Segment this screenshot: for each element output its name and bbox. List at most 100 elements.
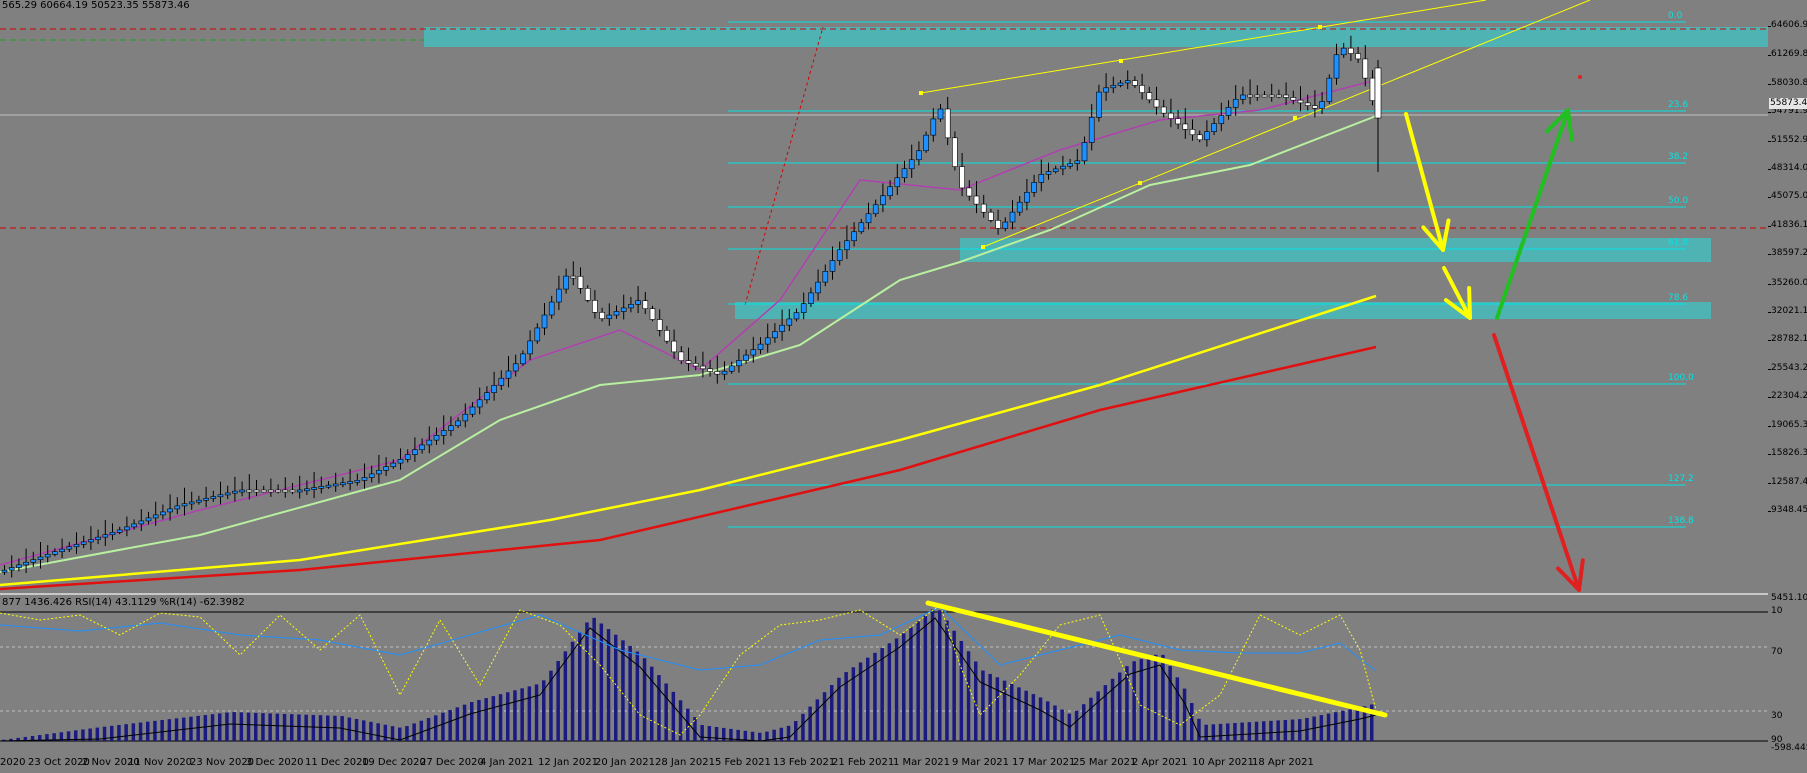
candle-body bbox=[1052, 168, 1059, 172]
candle-body bbox=[1074, 160, 1081, 164]
histogram-bar bbox=[304, 714, 308, 741]
time-axis-label: 17 Mar 2021 bbox=[1012, 757, 1076, 768]
histogram-bar bbox=[1002, 680, 1007, 741]
arrow-shaft bbox=[1404, 112, 1445, 252]
candle-body bbox=[743, 354, 749, 361]
histogram-bar bbox=[239, 712, 244, 741]
candle-body bbox=[88, 539, 94, 543]
histogram-bar bbox=[952, 630, 956, 741]
histogram-bar bbox=[1312, 716, 1316, 741]
divergence-line bbox=[925, 600, 1388, 718]
histogram-bar bbox=[160, 720, 164, 741]
time-axis[interactable] bbox=[0, 755, 1807, 773]
arrow-shaft bbox=[1495, 108, 1570, 320]
histogram-bar bbox=[1334, 712, 1338, 741]
candle-body bbox=[880, 195, 886, 206]
histogram-bar bbox=[412, 723, 416, 741]
current-price-label: 55873.46 bbox=[1769, 97, 1807, 109]
histogram-bar bbox=[124, 724, 128, 741]
candle-body bbox=[80, 541, 87, 545]
histogram-bar bbox=[866, 657, 870, 741]
histogram-bar bbox=[347, 717, 352, 741]
candle-body bbox=[656, 319, 663, 331]
histogram-bar bbox=[578, 632, 582, 741]
histogram-bar bbox=[1038, 697, 1043, 741]
histogram-bar bbox=[916, 621, 920, 741]
candle-body bbox=[448, 425, 454, 431]
main-price-panel[interactable] bbox=[0, 0, 1768, 593]
indicator-chart[interactable] bbox=[0, 595, 1768, 755]
histogram-bar bbox=[117, 725, 121, 741]
histogram-bar bbox=[146, 721, 150, 741]
price-axis-tick bbox=[1768, 140, 1771, 142]
candle-body bbox=[829, 260, 836, 272]
candle-body bbox=[556, 288, 562, 303]
candle-body bbox=[736, 360, 742, 367]
histogram-bar bbox=[1175, 677, 1180, 741]
histogram-bar bbox=[844, 672, 848, 741]
histogram-bar bbox=[966, 651, 971, 741]
histogram-bar bbox=[1362, 706, 1367, 741]
histogram-bar bbox=[246, 712, 251, 741]
fib-level-label: 38.2 bbox=[1668, 152, 1689, 162]
candle-body bbox=[469, 406, 476, 415]
histogram-bar bbox=[311, 714, 316, 741]
indicator-panel[interactable] bbox=[0, 595, 1768, 755]
candle-body bbox=[786, 318, 793, 326]
histogram-bar bbox=[628, 645, 632, 741]
price-axis-label: 41836.1 bbox=[1771, 219, 1807, 230]
panel-separator[interactable] bbox=[0, 593, 1807, 595]
candle-body bbox=[203, 498, 209, 501]
candle-body bbox=[1218, 115, 1225, 124]
histogram-bar bbox=[102, 726, 107, 741]
candle-body bbox=[1333, 54, 1340, 79]
histogram-bar bbox=[290, 714, 294, 741]
price-axis-tick bbox=[1768, 368, 1771, 370]
histogram-bar bbox=[81, 729, 85, 741]
histogram-bar bbox=[938, 610, 942, 741]
candle-body bbox=[512, 363, 519, 372]
time-axis-label: 19 Dec 2020 bbox=[362, 757, 426, 768]
candle-body bbox=[1312, 105, 1318, 109]
candle-body bbox=[246, 489, 253, 493]
candle-body bbox=[1304, 102, 1311, 106]
price-axis-label: 64606.9 bbox=[1771, 20, 1807, 30]
candle-body bbox=[1067, 163, 1073, 167]
fib-baseline bbox=[744, 26, 824, 306]
candle-body bbox=[678, 351, 685, 361]
histogram-bar bbox=[909, 627, 913, 741]
fib-level-label: 50.0 bbox=[1668, 196, 1689, 206]
histogram-bar bbox=[671, 691, 676, 741]
price-axis-label: 51552.9 bbox=[1771, 134, 1807, 145]
histogram-bar bbox=[758, 732, 762, 741]
candle-body bbox=[347, 481, 353, 484]
histogram-bar bbox=[66, 731, 71, 741]
histogram-bar bbox=[642, 658, 647, 741]
fib-level-label: 0.0 bbox=[1668, 11, 1683, 21]
histogram-bar bbox=[880, 648, 884, 741]
candle-body bbox=[505, 370, 512, 379]
candle-body bbox=[462, 413, 469, 422]
histogram-bar bbox=[887, 643, 892, 741]
candle-body bbox=[685, 360, 692, 364]
candle-body bbox=[145, 517, 152, 522]
histogram-bar bbox=[995, 677, 1000, 741]
histogram-bar bbox=[923, 615, 928, 741]
arrow-head bbox=[1421, 218, 1451, 252]
histogram-bar bbox=[1370, 704, 1374, 741]
histogram-bar bbox=[95, 727, 100, 741]
candle-body bbox=[1204, 131, 1210, 141]
time-axis-label: 10 Apr 2021 bbox=[1192, 757, 1254, 768]
histogram-bar bbox=[462, 704, 467, 741]
histogram-bar bbox=[1211, 724, 1216, 741]
histogram-bar bbox=[268, 713, 272, 741]
candle-body bbox=[908, 159, 915, 170]
price-chart[interactable] bbox=[0, 0, 1768, 593]
histogram-bar bbox=[2, 739, 6, 741]
candle-body bbox=[944, 108, 951, 139]
histogram-group bbox=[2, 609, 1374, 741]
candle-body bbox=[707, 368, 713, 372]
fib-level-label: 100.0 bbox=[1668, 373, 1694, 383]
price-axis[interactable] bbox=[1768, 0, 1807, 755]
candle-body bbox=[224, 492, 231, 496]
